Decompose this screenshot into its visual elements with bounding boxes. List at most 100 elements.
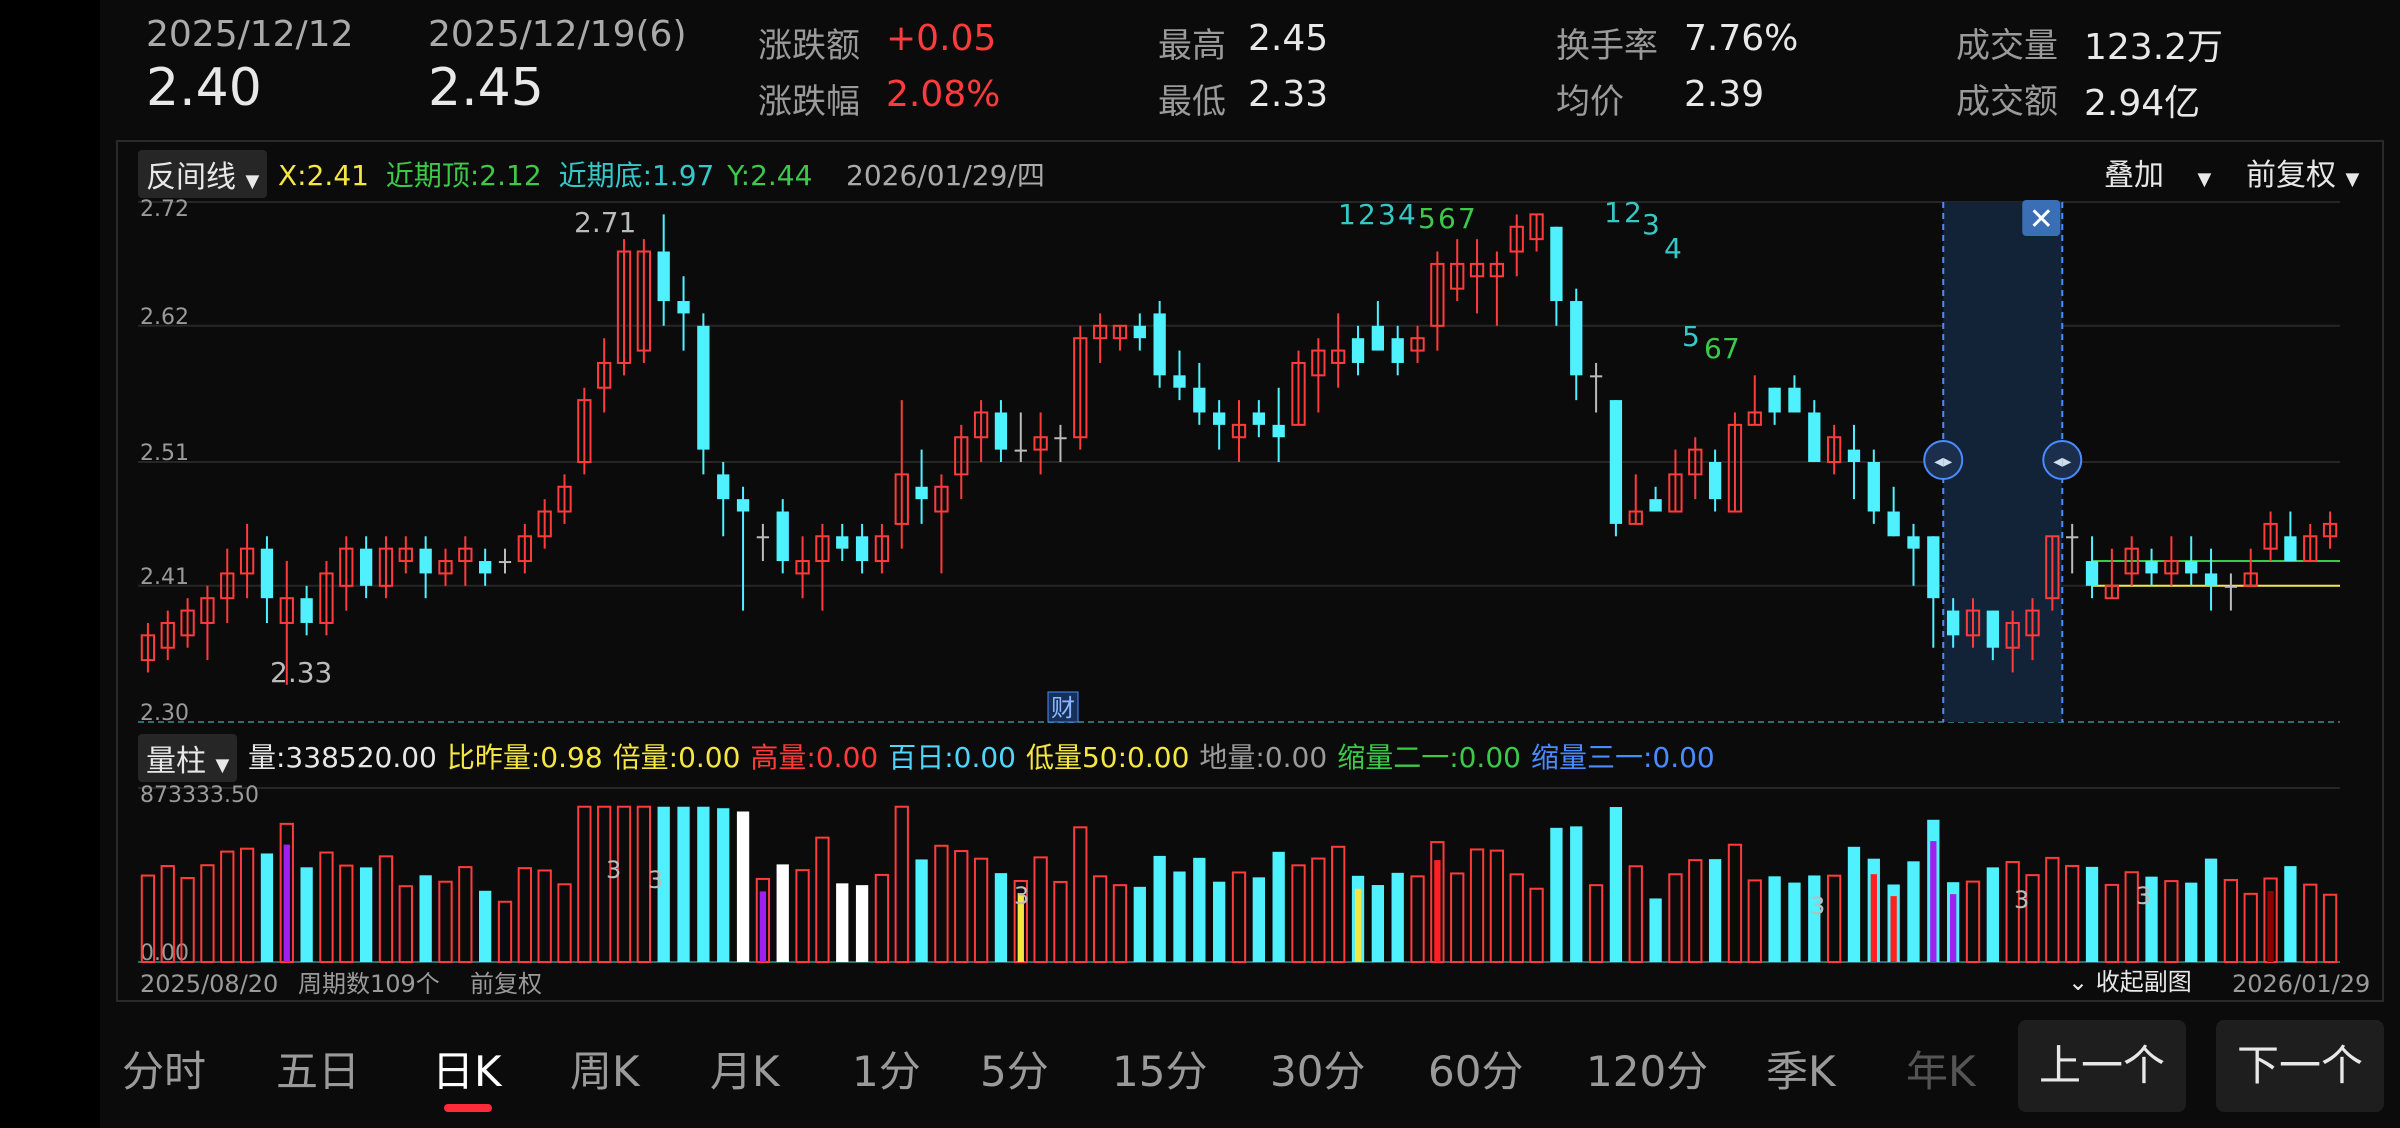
volume-bar xyxy=(894,805,909,964)
volume-indicator-dropdown[interactable]: 量柱 ▼ xyxy=(138,734,238,782)
volume-bar xyxy=(915,859,928,962)
sequence-b-1: 2 xyxy=(1624,196,1642,229)
tab-8[interactable]: 30分 xyxy=(1270,1047,1366,1096)
volume-bar xyxy=(160,865,175,963)
drag-handle-glyph-0: ◂▸ xyxy=(1934,451,1952,472)
indicator-x: X:2.41 xyxy=(278,159,369,192)
volume-bar xyxy=(1727,843,1743,963)
stat-label-change: 涨跌额 xyxy=(758,26,860,66)
drag-handle-glyph-1: ◂▸ xyxy=(2053,451,2071,472)
candle-body xyxy=(2322,522,2338,538)
volume-bar xyxy=(1668,873,1683,964)
stat-value-volume: 123.2万 xyxy=(2084,27,2224,68)
candle-body xyxy=(795,560,810,575)
sequence-b-2: 3 xyxy=(1642,208,1660,241)
tab-9[interactable]: 60分 xyxy=(1428,1047,1524,1096)
tab-5[interactable]: 1分 xyxy=(852,1047,921,1096)
candle-body xyxy=(1788,387,1801,413)
tab-10[interactable]: 120分 xyxy=(1586,1047,1709,1096)
volume-bar xyxy=(260,853,274,962)
chevron-down-icon: ▼ xyxy=(2197,169,2212,190)
overlay-label: 叠加 xyxy=(2104,158,2164,193)
volume-bar xyxy=(1826,874,1842,964)
candle-body xyxy=(2263,522,2278,550)
candle-body xyxy=(1054,437,1067,440)
volume-bar xyxy=(1291,864,1306,964)
candle-body xyxy=(994,412,1008,450)
candle-body xyxy=(1628,510,1643,525)
candle-body xyxy=(697,325,710,450)
volume-bar xyxy=(2164,880,2179,964)
overlay-button[interactable]: 叠加 ▼ xyxy=(2104,150,2211,194)
candle-body xyxy=(2224,585,2238,588)
candle-body xyxy=(973,411,989,439)
candle-body xyxy=(140,634,156,662)
candle-body xyxy=(398,547,413,563)
finance-marker-label: 财 xyxy=(1051,694,1075,722)
adjust-button[interactable]: 前复权 ▼ xyxy=(2246,150,2359,194)
tab-0[interactable]: 分时 xyxy=(122,1047,207,1096)
volume-bar xyxy=(736,811,750,962)
volume-bar xyxy=(497,900,513,963)
candle-body xyxy=(894,473,909,525)
stat-value-turnover: 7.76% xyxy=(1684,18,1799,59)
candle-body xyxy=(2204,573,2218,586)
candle-body xyxy=(300,598,313,623)
volume-bar xyxy=(398,885,413,963)
candle-body xyxy=(160,621,175,649)
volume-bar xyxy=(776,864,789,962)
volume-bar xyxy=(359,867,373,962)
candle-body xyxy=(756,536,770,539)
candle-body xyxy=(2164,560,2179,575)
volume-bar xyxy=(1489,849,1505,963)
candle-body xyxy=(537,510,552,538)
header-price-right: 2.45 xyxy=(428,58,544,118)
candle-body xyxy=(1570,301,1583,376)
prev-button[interactable]: 上一个 xyxy=(2018,1020,2186,1112)
candle-body xyxy=(1867,462,1880,512)
volume-max-label: 873333.50 xyxy=(140,783,259,808)
volume-bar xyxy=(1529,887,1544,964)
volume-bar xyxy=(1628,865,1643,963)
tab-1[interactable]: 五日 xyxy=(276,1047,361,1096)
volume-mark-2: 3 xyxy=(1014,882,1029,910)
tab-4[interactable]: 月K xyxy=(710,1047,780,1096)
tab-3[interactable]: 周K xyxy=(570,1047,640,1096)
candle-body xyxy=(220,572,235,600)
candle-body xyxy=(1688,448,1703,476)
finance-marker-icon xyxy=(1047,691,1079,723)
candle-body xyxy=(1073,337,1088,439)
volume-bar xyxy=(2204,858,2218,962)
period-count: 周期数109个 xyxy=(298,970,440,998)
volume-bar xyxy=(1252,877,1265,962)
volume-mark-5: 3 xyxy=(2136,882,2151,910)
volume-bar xyxy=(677,806,690,962)
indicator-dropdown[interactable]: 反间线 ▼ xyxy=(138,150,268,198)
next-button[interactable]: 下一个 xyxy=(2216,1020,2384,1112)
volume-bar xyxy=(2284,866,2297,962)
volume-bar xyxy=(1688,859,1703,963)
volume-stat-8: 缩量三一:0.00 xyxy=(1530,741,1715,774)
tab-12[interactable]: 年K xyxy=(1906,1047,1976,1096)
stat-value-low: 2.33 xyxy=(1248,74,1329,115)
candle-body xyxy=(2085,561,2099,586)
volume-bar xyxy=(1153,855,1166,962)
candle-body xyxy=(419,548,432,574)
volume-bar xyxy=(300,867,313,962)
candle-body xyxy=(1469,262,1485,278)
candle-body xyxy=(260,548,274,599)
y-label-2: 2.51 xyxy=(140,441,189,466)
tab-11[interactable]: 季K xyxy=(1766,1047,1836,1096)
tab-6[interactable]: 5分 xyxy=(980,1047,1049,1096)
volume-bar xyxy=(180,877,195,964)
volume-bar xyxy=(1272,851,1285,962)
chevron-down-icon: ▼ xyxy=(2345,169,2360,190)
tab-2[interactable]: 日K xyxy=(432,1047,502,1096)
volume-bar xyxy=(1073,826,1088,963)
indicator-top: 近期顶:2.12 xyxy=(385,159,542,192)
candle-body xyxy=(339,547,354,587)
collapse-subchart-button[interactable]: ⌄ 收起副图 xyxy=(2068,968,2192,996)
candle-body xyxy=(1112,324,1128,340)
tab-7[interactable]: 15分 xyxy=(1112,1047,1208,1096)
